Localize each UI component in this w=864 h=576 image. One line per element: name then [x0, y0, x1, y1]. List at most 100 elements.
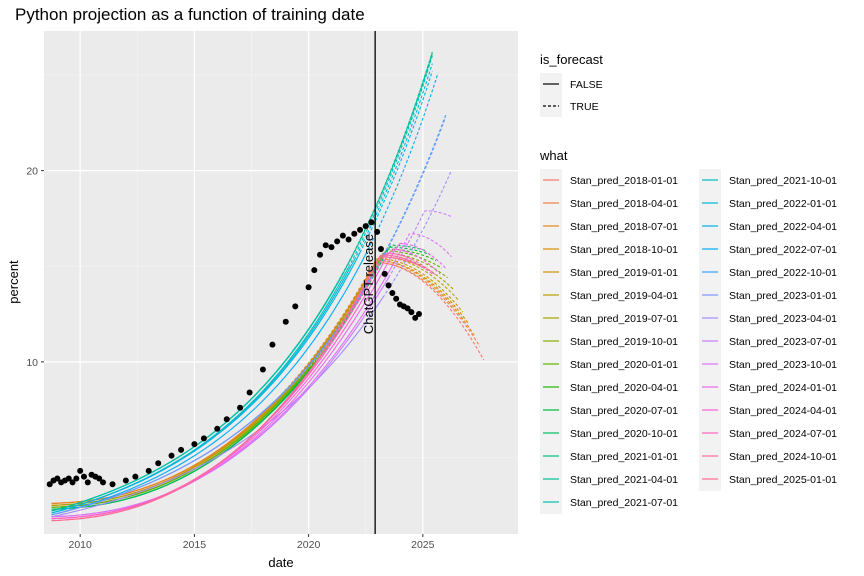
observed-point [214, 425, 221, 432]
observed-point [385, 282, 392, 289]
observed-point [269, 341, 276, 348]
y-axis-ticks: 10 20 [26, 166, 44, 369]
observed-point [80, 473, 87, 480]
observed-point [381, 270, 388, 277]
color-key-label: Stan_pred_2023-01-01 [729, 290, 837, 302]
x-axis-ticks: 2010 2015 2020 2025 [68, 534, 435, 551]
forecast-line-stan-pred-2020-10-01 [325, 244, 427, 351]
y-axis-title: percent [6, 260, 21, 304]
color-key-label: Stan_pred_2024-01-01 [729, 382, 837, 394]
color-key-label: Stan_pred_2023-10-01 [729, 359, 837, 371]
color-key-label: Stan_pred_2022-07-01 [729, 244, 837, 256]
observed-point [339, 232, 346, 239]
forecast-line-stan-pred-2019-01-01 [285, 258, 464, 392]
observed-point [305, 284, 312, 291]
forecast-line-stan-pred-2022-10-01 [370, 114, 447, 277]
observed-point [317, 251, 324, 258]
color-legend: what Stan_pred_2018-01-01 Stan_pred_2018-… [539, 148, 837, 514]
color-key-label: Stan_pred_2019-04-01 [570, 290, 678, 302]
color-key-label: Stan_pred_2020-04-01 [570, 382, 678, 394]
color-key-label: Stan_pred_2021-01-01 [570, 451, 678, 463]
observed-point [200, 435, 207, 442]
forecast-line-stan-pred-2019-10-01 [302, 252, 448, 376]
linetype-label: FALSE [570, 79, 603, 91]
color-key-label: Stan_pred_2021-04-01 [570, 474, 678, 486]
color-key-label: Stan_pred_2019-10-01 [570, 336, 678, 348]
observed-point [328, 244, 335, 251]
y-tick-label: 10 [26, 357, 38, 369]
color-key-label: Stan_pred_2023-04-01 [729, 313, 837, 325]
forecast-line-stan-pred-2025-01-01 [422, 266, 429, 271]
release-label: ChatGPT release [361, 234, 376, 334]
observed-point [345, 236, 352, 243]
forecast-line-stan-pred-2023-01-01 [376, 116, 447, 268]
color-key-label: Stan_pred_2019-07-01 [570, 313, 678, 325]
observed-point [65, 475, 72, 482]
observed-point [389, 290, 396, 297]
x-tick-label: 2010 [68, 539, 92, 551]
observed-point [393, 295, 400, 302]
observed-point [69, 479, 76, 486]
chart-title: Python projection as a function of train… [15, 5, 365, 24]
observed-point [237, 404, 244, 411]
observed-point [408, 309, 415, 316]
linetype-legend: is_forecast FALSE TRUE [540, 52, 603, 117]
series-line-stan-pred-2023-01-01 [51, 267, 378, 516]
forecast-line-stan-pred-2018-04-01 [268, 261, 481, 409]
series-line-stan-pred-2018-07-01 [51, 401, 275, 504]
observed-point [412, 314, 419, 321]
forecast-line-stan-pred-2021-10-01 [348, 55, 433, 268]
x-tick-label: 2015 [183, 539, 207, 551]
series-line-stan-pred-2022-04-01 [51, 252, 361, 514]
observed-point [362, 223, 369, 230]
forecast-line-stan-pred-2022-04-01 [359, 71, 433, 253]
observed-point [145, 467, 152, 474]
color-key-label: Stan_pred_2018-10-01 [570, 244, 678, 256]
observed-point [404, 305, 411, 312]
series-line-stan-pred-2023-04-01 [51, 297, 384, 518]
forecast-line-stan-pred-2023-04-01 [382, 170, 452, 298]
observed-point [109, 481, 116, 488]
color-key-label: Stan_pred_2020-01-01 [570, 359, 678, 371]
color-key-label: Stan_pred_2018-04-01 [570, 198, 678, 210]
observed-point [246, 389, 253, 396]
y-tick-label: 20 [26, 166, 38, 178]
observed-point [77, 467, 84, 474]
color-key-label: Stan_pred_2021-07-01 [570, 497, 678, 509]
observed-point [322, 242, 329, 249]
observed-point [168, 452, 175, 459]
linetype-label: TRUE [570, 101, 599, 113]
forecast-line-stan-pred-2023-07-01 [388, 210, 452, 278]
observed-point [155, 460, 162, 467]
color-key-label: Stan_pred_2022-10-01 [729, 267, 837, 279]
observed-point [191, 441, 198, 448]
linetype-legend-title: is_forecast [540, 52, 603, 67]
observed-point [100, 479, 107, 486]
color-key-label: Stan_pred_2020-07-01 [570, 405, 678, 417]
observed-point [368, 219, 375, 226]
color-key-label: Stan_pred_2021-10-01 [729, 175, 837, 187]
forecast-line-stan-pred-2024-01-01 [399, 242, 447, 269]
color-key-label: Stan_pred_2018-07-01 [570, 221, 678, 233]
x-tick-label: 2025 [411, 539, 435, 551]
color-key-label: Stan_pred_2022-04-01 [729, 221, 837, 233]
color-legend-title: what [539, 148, 568, 163]
color-key-label: Stan_pred_2024-07-01 [729, 428, 837, 440]
forecast-line-stan-pred-2021-07-01 [342, 53, 433, 275]
plot-panel [44, 31, 518, 534]
x-tick-label: 2020 [297, 539, 321, 551]
color-key-label: Stan_pred_2023-07-01 [729, 336, 837, 348]
observed-point [311, 267, 318, 274]
observed-point [416, 311, 423, 318]
x-axis-title: date [268, 555, 293, 570]
color-key-label: Stan_pred_2024-04-01 [729, 405, 837, 417]
series-line-stan-pred-2022-07-01 [51, 253, 367, 516]
forecast-line-stan-pred-2018-10-01 [279, 259, 469, 399]
forecast-line-stan-pred-2023-10-01 [393, 233, 452, 263]
observed-point [73, 475, 80, 482]
observed-point [377, 246, 384, 253]
color-key-label: Stan_pred_2024-10-01 [729, 451, 837, 463]
series-line-stan-pred-2025-01-01 [51, 256, 424, 522]
observed-point [351, 230, 358, 237]
